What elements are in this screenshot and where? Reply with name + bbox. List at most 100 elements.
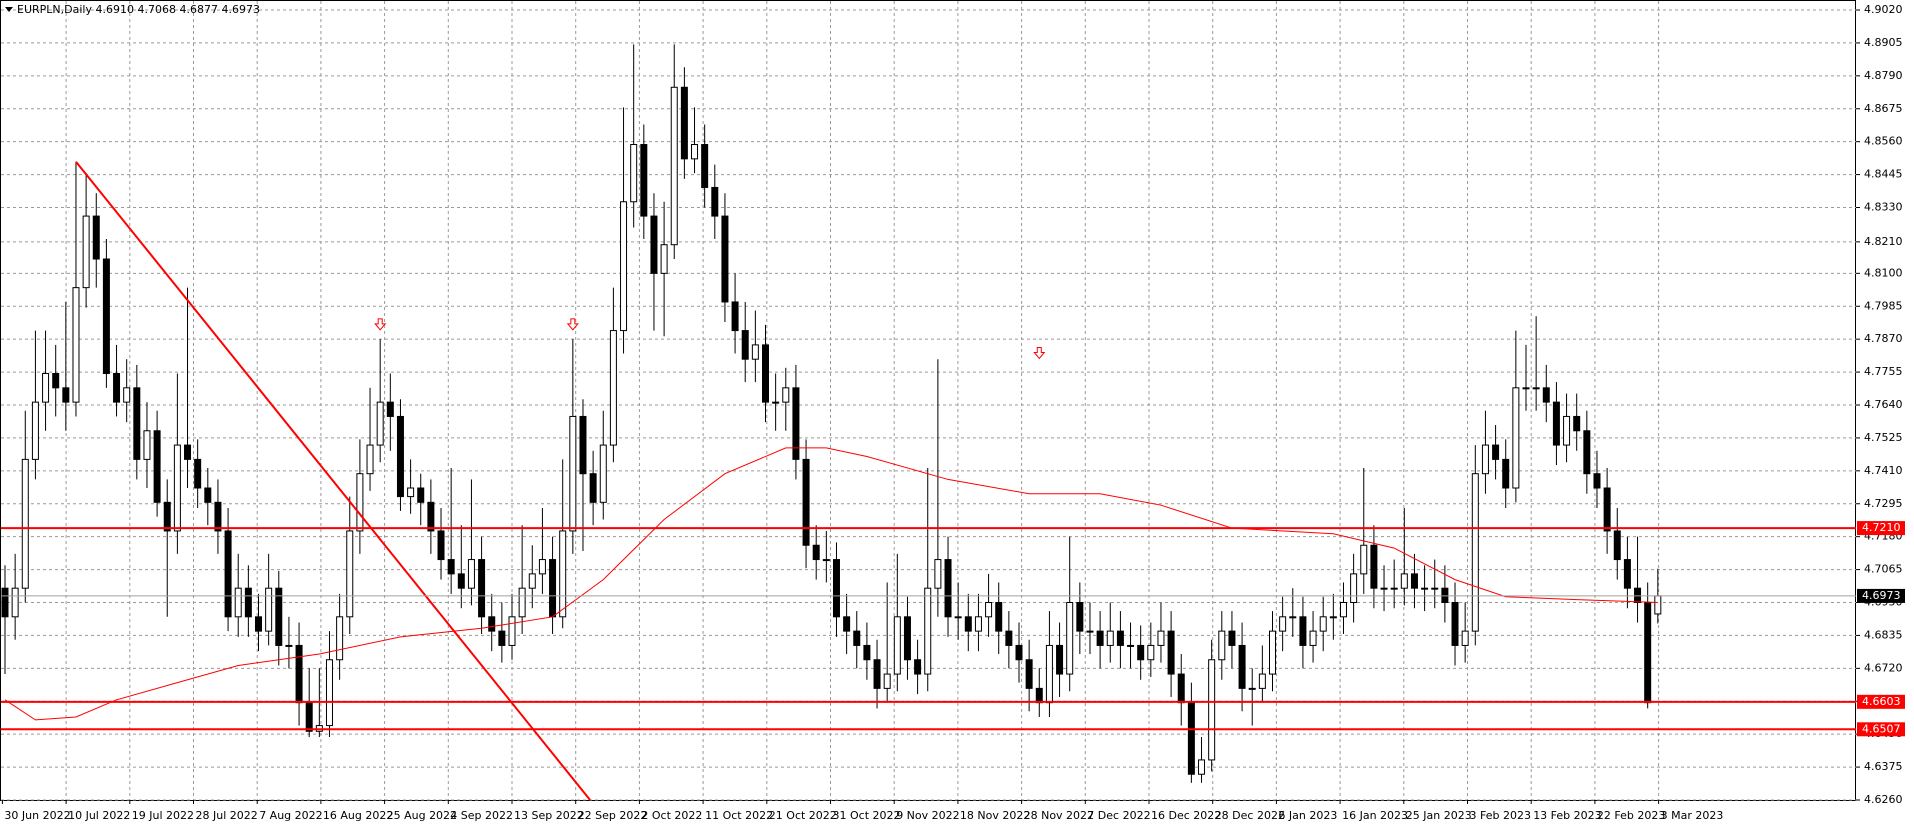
candle-body [265, 587, 273, 632]
trendline [75, 161, 591, 801]
candle-body [305, 702, 313, 732]
candle-body [782, 387, 790, 403]
y-tick-label: 4.8790 [1864, 69, 1903, 82]
candle-body [670, 86, 678, 246]
candle-body [1116, 630, 1124, 646]
candle-body [1339, 602, 1347, 618]
candle-body [1573, 415, 1581, 432]
candle-body [356, 473, 364, 532]
price-axis: 4.9020 4.8905 4.8790 4.8675 4.8560 4.8445 4.83… [1, 3, 1905, 822]
candle-body [1471, 473, 1479, 632]
x-tick-label: 16 Dec 2022 [1151, 809, 1221, 822]
candle-body [346, 530, 354, 618]
candle-body [1623, 559, 1631, 589]
x-tick-label: 16 Aug 2022 [323, 809, 393, 822]
candle-body [883, 673, 891, 689]
candle-body [224, 530, 232, 618]
marks [1, 44, 1856, 801]
candle-body [701, 144, 709, 188]
candle-body [1644, 602, 1652, 704]
candle-body [528, 573, 536, 589]
candle-body [589, 473, 597, 503]
candle-body [1015, 644, 1023, 661]
x-tick-label: 28 Jul 2022 [196, 809, 258, 822]
candle-body [1502, 458, 1510, 489]
candle-body [1056, 644, 1064, 675]
candle-body [985, 602, 993, 618]
arrow-marker [1033, 346, 1046, 360]
candle-body [204, 487, 212, 503]
open: 4.6910 [95, 3, 134, 16]
candle-body [1147, 644, 1155, 661]
candle-body [762, 344, 769, 403]
x-tick-label: 16 Jan 2023 [1342, 809, 1408, 822]
candle-body [1106, 630, 1114, 646]
candle-body [113, 373, 121, 403]
x-tick-label: 22 Sep 2022 [578, 809, 648, 822]
candle-body [1269, 630, 1276, 675]
x-tick-label: 13 Sep 2022 [514, 809, 584, 822]
candle-body [1634, 587, 1642, 604]
candle-body [741, 330, 749, 360]
candle-body [325, 659, 333, 727]
candle-body [1005, 630, 1013, 646]
y-tick-label: 4.8330 [1864, 201, 1903, 214]
candle-body [569, 415, 577, 532]
y-tick-label: 4.7640 [1864, 398, 1903, 411]
x-tick-label: 11 Oct 2022 [705, 809, 773, 822]
x-tick-label: 6 Jan 2023 [1278, 809, 1337, 822]
candle-body [275, 587, 283, 646]
candle-body [498, 630, 506, 646]
candle-body [832, 559, 840, 618]
level-label: 4.7210 [1862, 521, 1901, 534]
candle-body [417, 487, 425, 503]
candle-body [11, 587, 19, 618]
candle-body [853, 630, 861, 646]
candle-body [255, 616, 262, 632]
candle-body [873, 659, 881, 689]
candle-body [1552, 401, 1560, 446]
low: 4.6877 [179, 3, 218, 16]
candle-body [843, 616, 851, 632]
candle-body [508, 616, 516, 646]
candle-body [691, 144, 699, 160]
candle-body [82, 215, 90, 289]
candle-body [478, 559, 486, 618]
candle-body [620, 201, 628, 332]
candle-body [1400, 573, 1408, 589]
x-tick-label: 25 Jan 2023 [1406, 809, 1472, 822]
x-tick-label: 3 Feb 2023 [1470, 809, 1531, 822]
x-tick-label: 31 Oct 2022 [833, 809, 901, 822]
candle-body [153, 430, 161, 503]
x-tick-label: 18 Nov 2022 [960, 809, 1030, 822]
candle-body [1431, 587, 1439, 590]
candle-body [102, 258, 110, 375]
x-tick-label: 4 Sep 2022 [450, 809, 513, 822]
moving-average [4, 447, 1658, 721]
candle-body [1461, 630, 1469, 646]
y-tick-label: 4.6720 [1864, 661, 1903, 674]
candle-body [549, 559, 557, 618]
candle-body [1248, 687, 1256, 690]
candle-body [143, 430, 151, 460]
candle-body [437, 530, 445, 561]
x-tick-label: 28 Dec 2022 [1215, 809, 1285, 822]
candle-body [914, 659, 922, 675]
y-tick-label: 4.9020 [1864, 3, 1903, 16]
candle-body [184, 444, 192, 460]
candle-body [1076, 602, 1084, 632]
candle-body [123, 387, 131, 403]
candle-body [954, 616, 962, 619]
candle-body [62, 387, 70, 403]
candle-body [1066, 602, 1074, 675]
candle-body [1532, 387, 1540, 390]
arrow-marker [566, 318, 579, 331]
candle-body [1309, 630, 1317, 646]
candle-body [1593, 473, 1601, 489]
candle-body [488, 616, 496, 632]
x-tick-label: 2 Oct 2022 [641, 809, 702, 822]
candle-body [1198, 759, 1206, 775]
candle-body [386, 401, 394, 417]
candle-body [1522, 387, 1530, 390]
